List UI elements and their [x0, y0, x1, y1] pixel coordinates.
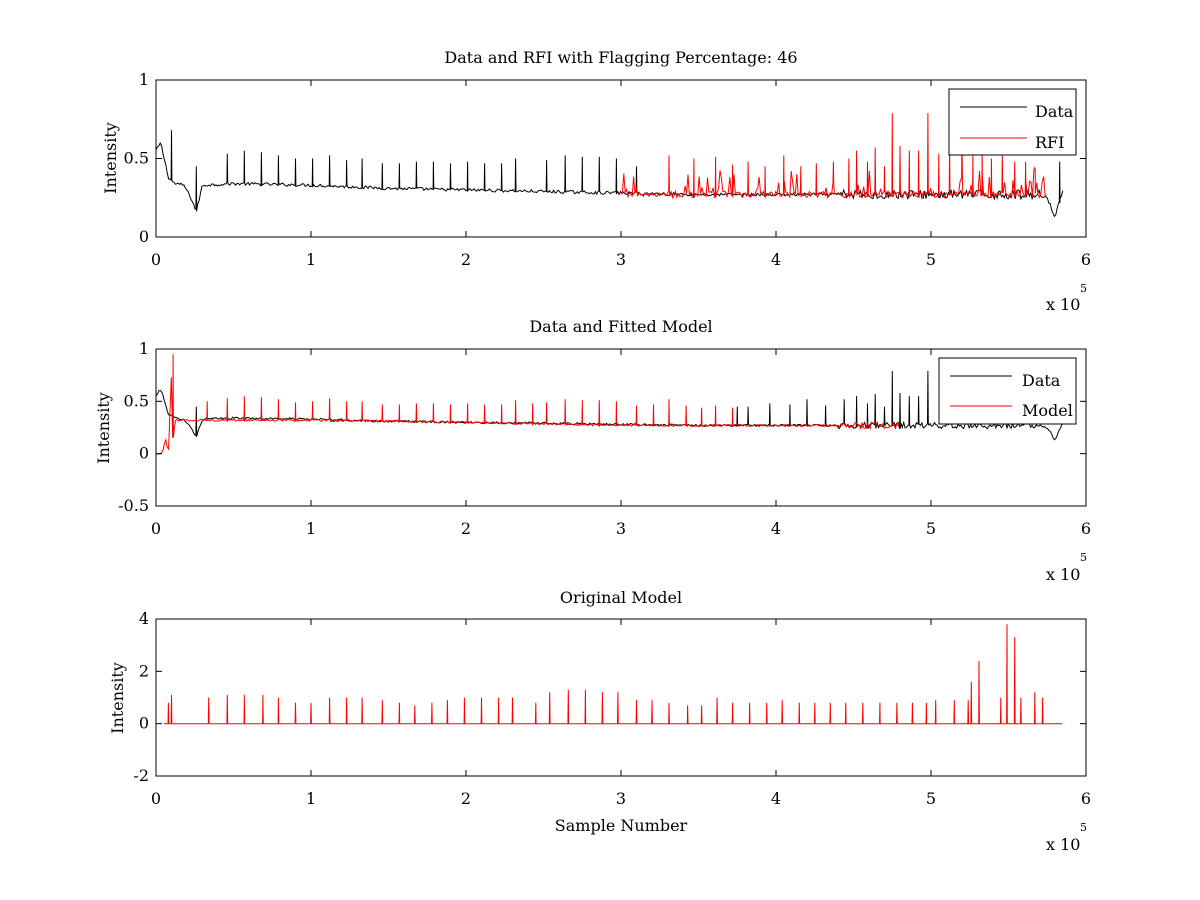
chart-panel-fitted-model: Data and Fitted Model 0 1 2 3 4 5 6-0.500.51 I… — [94, 317, 1091, 584]
y-tick-label: 0.5 — [124, 149, 149, 168]
plot-area — [155, 112, 1064, 218]
chart-title: Original Model — [560, 588, 682, 607]
x-tick-label: 1 — [306, 250, 316, 269]
x-tick-label: 5 — [926, 519, 936, 538]
y-tick-label: 2 — [139, 661, 149, 680]
y-tick-label: 0 — [139, 714, 149, 733]
x-tick-label: 5 — [926, 789, 936, 808]
x-multiplier-label: x 10 — [1046, 295, 1080, 314]
x-tick-label: 1 — [306, 789, 316, 808]
x-tick-label: 6 — [1081, 789, 1091, 808]
x-tick-label: 5 — [926, 250, 936, 269]
x-tick-label: 4 — [771, 789, 781, 808]
x-tick-label: 6 — [1081, 519, 1091, 538]
y-axis-label: Intensity — [94, 392, 113, 464]
x-multiplier-label: x 10 — [1046, 565, 1080, 584]
x-tick-label: 6 — [1081, 250, 1091, 269]
legend-item-data: Data — [1022, 371, 1061, 390]
y-tick-label: 0 — [139, 444, 149, 463]
axis-ticks: 0 1 2 3 4 5 6-0.500.51 — [118, 339, 1091, 538]
x-axis-label: Sample Number — [555, 816, 688, 835]
y-tick-label: 1 — [139, 339, 149, 358]
chart-title: Data and Fitted Model — [529, 317, 712, 336]
x-tick-label: 0 — [151, 250, 161, 269]
x-tick-label: 3 — [616, 789, 626, 808]
y-tick-label: 1 — [139, 70, 149, 89]
series-line-rfi — [620, 112, 1047, 200]
legend-item-rfi: RFI — [1035, 133, 1064, 152]
legend-item-data: Data — [1035, 102, 1074, 121]
y-tick-label: -0.5 — [118, 496, 149, 515]
x-tick-label: 3 — [616, 250, 626, 269]
axis-ticks: 0 1 2 3 4 5 6 0 0.5 1 — [124, 70, 1092, 269]
x-tick-label: 2 — [461, 519, 471, 538]
y-tick-label: 4 — [139, 609, 149, 628]
x-tick-label: 1 — [306, 519, 316, 538]
series-line-model — [155, 354, 900, 455]
y-axis-label: Intensity — [101, 122, 120, 194]
chart-title: Data and RFI with Flagging Percentage: 4… — [444, 48, 797, 67]
x-tick-label: 2 — [461, 789, 471, 808]
x-tick-label: 4 — [771, 519, 781, 538]
x-tick-label: 0 — [151, 789, 161, 808]
plot-area — [155, 354, 1064, 455]
series-line-model — [163, 624, 1063, 725]
series-line-data — [155, 130, 1064, 218]
x-tick-label: 0 — [151, 519, 161, 538]
legend: Data Model — [938, 357, 1077, 425]
x-tick-label: 4 — [771, 250, 781, 269]
legend-item-model: Model — [1022, 401, 1073, 420]
legend: Data RFI — [948, 88, 1077, 156]
x-multiplier-exponent: 5 — [1080, 282, 1087, 295]
x-multiplier-label: x 10 — [1046, 835, 1080, 854]
y-tick-label: 0.5 — [124, 391, 149, 410]
x-tick-label: 2 — [461, 250, 471, 269]
y-tick-label: 0 — [139, 227, 149, 246]
chart-panel-rfi: Data and RFI with Flagging Percentage: 4… — [101, 48, 1091, 314]
plot-area — [163, 624, 1063, 725]
y-axis-label: Intensity — [108, 662, 127, 734]
y-tick-label: -2 — [133, 766, 149, 785]
x-multiplier-exponent: 5 — [1080, 551, 1087, 564]
x-tick-label: 3 — [616, 519, 626, 538]
x-multiplier-exponent: 5 — [1080, 821, 1087, 834]
